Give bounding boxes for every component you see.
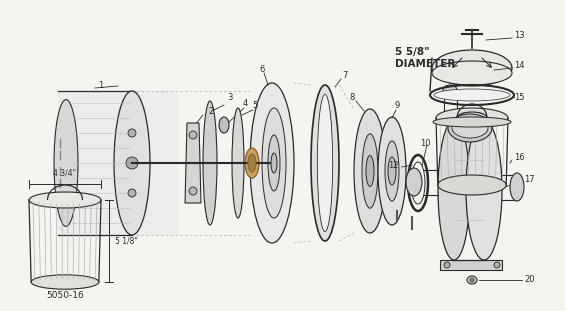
Ellipse shape bbox=[311, 85, 339, 241]
Ellipse shape bbox=[385, 141, 399, 201]
Text: 7: 7 bbox=[342, 71, 347, 80]
Text: 16: 16 bbox=[514, 154, 525, 163]
Bar bbox=[440, 260, 502, 270]
Ellipse shape bbox=[438, 120, 470, 260]
Text: 5 1/8": 5 1/8" bbox=[115, 236, 138, 245]
Ellipse shape bbox=[432, 50, 512, 86]
Text: 17: 17 bbox=[524, 175, 534, 184]
Ellipse shape bbox=[262, 108, 286, 218]
Text: 10: 10 bbox=[420, 138, 431, 147]
Text: 4: 4 bbox=[242, 99, 247, 108]
Text: 6: 6 bbox=[259, 64, 264, 73]
Text: DIAMETER: DIAMETER bbox=[395, 59, 455, 69]
Ellipse shape bbox=[362, 134, 378, 208]
Text: 3: 3 bbox=[227, 94, 233, 103]
Polygon shape bbox=[185, 123, 201, 203]
Ellipse shape bbox=[29, 192, 101, 208]
Ellipse shape bbox=[432, 61, 512, 85]
Ellipse shape bbox=[466, 120, 502, 260]
Ellipse shape bbox=[250, 83, 294, 243]
Text: 12: 12 bbox=[388, 160, 398, 169]
Text: 9: 9 bbox=[394, 101, 399, 110]
Ellipse shape bbox=[406, 168, 422, 196]
Ellipse shape bbox=[31, 275, 99, 289]
Ellipse shape bbox=[189, 131, 197, 139]
Ellipse shape bbox=[128, 189, 136, 197]
Ellipse shape bbox=[434, 89, 510, 101]
Ellipse shape bbox=[494, 262, 500, 268]
Ellipse shape bbox=[411, 162, 425, 204]
Text: 4 3/4": 4 3/4" bbox=[54, 168, 77, 177]
Bar bbox=[58, 91, 178, 235]
Ellipse shape bbox=[470, 278, 474, 282]
Text: 14: 14 bbox=[514, 62, 524, 71]
Ellipse shape bbox=[436, 108, 508, 128]
Text: 5 5/8": 5 5/8" bbox=[395, 47, 429, 57]
Ellipse shape bbox=[354, 109, 386, 233]
Ellipse shape bbox=[388, 157, 396, 185]
Ellipse shape bbox=[248, 154, 256, 172]
Text: 13: 13 bbox=[514, 31, 525, 40]
Text: 2: 2 bbox=[208, 106, 214, 115]
Ellipse shape bbox=[444, 262, 450, 268]
Ellipse shape bbox=[114, 91, 150, 235]
Ellipse shape bbox=[443, 85, 457, 95]
Ellipse shape bbox=[378, 117, 406, 225]
Text: 5: 5 bbox=[253, 100, 258, 109]
Ellipse shape bbox=[203, 101, 217, 225]
Ellipse shape bbox=[54, 100, 78, 226]
Ellipse shape bbox=[189, 187, 197, 195]
Ellipse shape bbox=[128, 129, 136, 137]
Ellipse shape bbox=[452, 118, 488, 138]
Text: 20: 20 bbox=[524, 276, 534, 285]
Ellipse shape bbox=[271, 153, 277, 173]
Ellipse shape bbox=[268, 135, 280, 191]
Ellipse shape bbox=[219, 117, 229, 133]
Ellipse shape bbox=[438, 175, 506, 195]
Ellipse shape bbox=[318, 94, 333, 232]
Ellipse shape bbox=[433, 117, 511, 127]
Ellipse shape bbox=[366, 156, 374, 187]
Text: 5050-16: 5050-16 bbox=[46, 291, 84, 300]
Ellipse shape bbox=[232, 108, 244, 218]
Ellipse shape bbox=[126, 157, 138, 169]
Ellipse shape bbox=[510, 173, 524, 201]
Text: 8: 8 bbox=[349, 92, 355, 101]
Text: 15: 15 bbox=[514, 92, 524, 101]
Ellipse shape bbox=[245, 148, 259, 178]
Ellipse shape bbox=[448, 114, 492, 142]
Ellipse shape bbox=[467, 276, 477, 284]
Text: 1: 1 bbox=[98, 81, 103, 90]
